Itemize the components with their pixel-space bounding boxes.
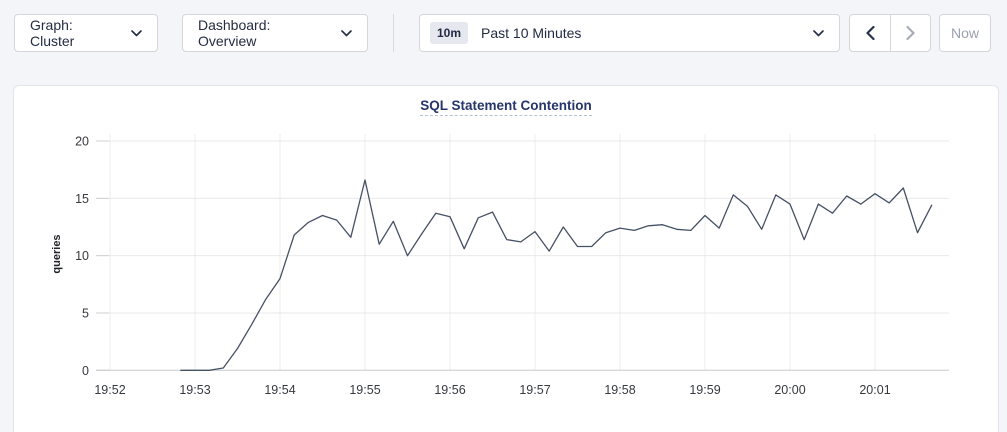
chart-title[interactable]: SQL Statement Contention [420,98,592,116]
chevron-right-icon [906,26,915,40]
chevron-left-icon [865,26,875,40]
dashboard-selector-dropdown[interactable]: Dashboard: Overview [182,14,368,52]
y-tick-label: 20 [75,135,89,149]
chevron-down-icon [131,29,142,36]
x-tick-label: 19:55 [349,383,380,397]
graph-selector-label: Graph: Cluster [30,17,75,49]
x-tick-label: 19:59 [689,383,720,397]
y-tick-label: 10 [75,249,89,263]
x-tick-label: 19:52 [94,383,125,397]
next-range-button[interactable] [890,15,930,51]
prev-range-button[interactable] [850,15,890,51]
time-range-selector[interactable]: 10m Past 10 Minutes [419,14,840,52]
now-button[interactable]: Now [939,14,991,52]
graph-selector-dropdown[interactable]: Graph: Cluster [14,14,158,52]
x-tick-label: 19:57 [519,383,550,397]
x-tick-label: 19:53 [179,383,210,397]
y-tick-label: 5 [82,306,89,320]
x-tick-label: 19:56 [434,383,465,397]
sql-contention-line-chart: 19:52 19:53 19:54 19:55 19:56 19:57 19:58 19:59… [51,134,949,397]
chevron-down-icon [813,29,824,36]
x-tick-label: 20:00 [774,383,805,397]
time-range-label: Past 10 Minutes [481,25,582,41]
x-tick-label: 19:58 [604,383,635,397]
time-range-badge: 10m [430,22,469,44]
time-range-pager [849,14,931,52]
x-tick-label: 19:54 [264,383,295,397]
chart-title-row: SQL Statement Contention [14,97,998,116]
toolbar-divider [393,14,394,52]
chart-card: SQL Statement Contention 19:52 19:53 19:54… [13,85,999,432]
y-tick-label: 15 [75,192,89,206]
chevron-down-icon [341,29,352,36]
series-line-queries [180,179,933,371]
toolbar: Graph: Cluster Dashboard: Overview 10m P… [14,14,993,52]
y-tick-label: 0 [82,364,89,378]
dashboard-selector-label: Dashboard: Overview [198,17,271,49]
x-tick-label: 20:01 [859,383,890,397]
y-axis-title: queries [51,234,63,273]
